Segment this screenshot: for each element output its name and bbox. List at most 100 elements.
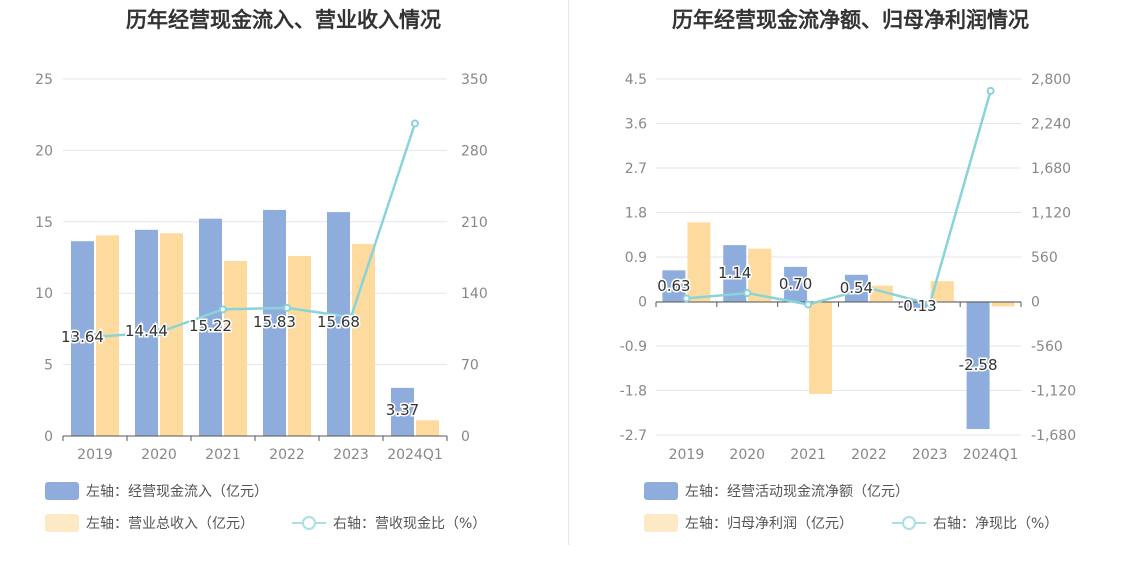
left-axis-tick-label: 0.9 [625,250,647,266]
chart-svg-right: -2.7 -1.8 -0.9 0 0.9 1.8 2.7 3.6 4.5 -1,680 -1,120… [620,72,1076,463]
line-point [219,305,227,314]
right-axis-tick-label: 1,680 [1031,161,1071,177]
bar-data-label: 15.22 [189,317,232,335]
x-axis-category-label: 2024Q1 [387,447,443,463]
bar-series-2 [416,420,439,436]
legend-label: 右轴：营收现金比（%） [333,516,487,532]
left-axis-tick-label: 4.5 [625,72,647,88]
line-point [743,289,752,298]
bar-series-1 [327,212,350,436]
x-axis-category-label: 2019 [669,447,705,463]
bar-data-label: 3.37 [386,401,419,419]
bar-series-1 [844,274,868,302]
right-axis-tick-label: -1,120 [1031,384,1076,400]
x-axis-category-label: 2022 [269,447,305,463]
line-point [682,294,691,303]
legend-swatch-bar1 [45,482,79,500]
bar-data-label: 13.64 [61,328,104,346]
left-axis-tick-label: -2.7 [620,428,647,444]
legend-line-swatch-icon [892,514,926,532]
x-axis-category-label: 2024Q1 [963,447,1019,463]
right-axis-tick-label: 0 [1031,295,1040,311]
line-series [94,123,417,339]
bar-series-2 [352,243,375,436]
right-axis-tick-label: -1,680 [1031,428,1076,444]
x-axis-category-label: 2021 [790,447,826,463]
legend-item-net-ratio[interactable]: 右轴：净现比（%） [892,513,1058,533]
left-axis-tick-label: 15 [35,215,53,231]
legend-item-net-profit[interactable]: 左轴：归母净利润（亿元） [644,513,853,533]
left-axis-tick-label: -1.8 [620,384,647,400]
legend-swatch-bar1 [644,482,678,500]
legend-label: 左轴：营业总收入（亿元） [86,516,254,532]
right-axis-tick-label: 2,800 [1031,72,1071,88]
legend-item-net-cash[interactable]: 左轴：经营活动现金流净额（亿元） [644,481,909,501]
legend-label: 左轴：经营现金流入（亿元） [86,484,268,500]
bar-data-label: 14.44 [125,322,168,340]
right-axis-tick-label: -560 [1031,339,1063,355]
line-series [686,90,992,306]
x-axis-category-label: 2023 [912,447,948,463]
legend-label: 右轴：净现比（%） [933,516,1059,532]
line-point [804,300,813,309]
line-point [91,332,99,341]
bar-series-1 [71,241,94,436]
right-axis-tick-label: 560 [1031,250,1058,266]
right-axis-tick-label: 2,240 [1031,117,1071,133]
bar-series-1 [723,245,747,302]
bar-data-label: 1.14 [718,264,751,282]
right-axis-tick-label: 70 [461,358,479,374]
line-point [347,313,355,322]
line-point [283,303,291,312]
bar-data-label: 0.54 [840,279,873,297]
left-axis-tick-label: 10 [35,286,53,302]
bar-data-label: 15.68 [317,313,360,331]
bar-series-1 [263,209,286,436]
bar-series-2 [224,261,247,436]
bar-series-2 [991,301,1015,307]
bar-series-2 [160,233,183,436]
right-axis-tick-label: 210 [461,215,488,231]
left-axis-tick-label: 25 [35,72,53,88]
bar-series-2 [748,248,772,302]
x-axis-category-label: 2022 [851,447,887,463]
right-axis-tick-label: 140 [461,286,488,302]
left-axis-tick-label: 20 [35,143,53,159]
line-point [986,86,995,95]
x-axis-category-label: 2023 [333,447,369,463]
left-axis-tick-label: 0 [44,429,53,445]
line-point [155,328,163,337]
chart-panel-right: 历年经营现金流净额、归母净利润情况 -2.7 -1.8 -0.9 0 0.9 1.8 2.7… [567,0,1134,582]
bar-series-1 [662,270,686,302]
left-axis-tick-label: 1.8 [625,206,647,222]
line-point [864,284,873,293]
bar-series-2 [687,222,711,302]
bar-data-label: 0.63 [657,277,690,295]
bar-series-1 [966,301,990,430]
legend-item-cash-inflow[interactable]: 左轴：经营现金流入（亿元） [45,481,268,501]
bar-series-2 [809,301,833,394]
legend-label: 左轴：经营活动现金流净额（亿元） [685,484,909,500]
line-point [411,119,419,128]
legend-item-revenue[interactable]: 左轴：营业总收入（亿元） [45,513,254,533]
chart-svg-left: 0 5 10 15 20 25 0 70 140 210 280 350 2019 2020 2021 202… [35,72,488,463]
x-axis-category-label: 2020 [729,447,765,463]
right-axis-tick-label: 280 [461,143,488,159]
chart-title-right: 历年经营现金流净额、归母净利润情况 [672,8,1029,32]
x-axis-category-label: 2021 [205,447,241,463]
legend-item-ratio[interactable]: 右轴：营收现金比（%） [292,513,486,533]
x-axis-category-label: 2020 [141,447,177,463]
legend-line-swatch-icon [292,514,326,532]
bar-series-1 [199,218,222,436]
legend-swatch-bar2 [45,514,79,532]
bar-series-1 [391,387,414,436]
bar-data-label: 0.70 [779,275,812,293]
bar-data-label: -0.13 [898,297,937,315]
legend-swatch-bar2 [644,514,678,532]
legend-label: 左轴：归母净利润（亿元） [685,516,853,532]
panel-divider [568,0,569,545]
right-axis-tick-label: 0 [461,429,470,445]
left-axis-tick-label: 3.6 [625,117,647,133]
left-axis-tick-label: 0 [638,295,647,311]
line-point [925,300,934,309]
